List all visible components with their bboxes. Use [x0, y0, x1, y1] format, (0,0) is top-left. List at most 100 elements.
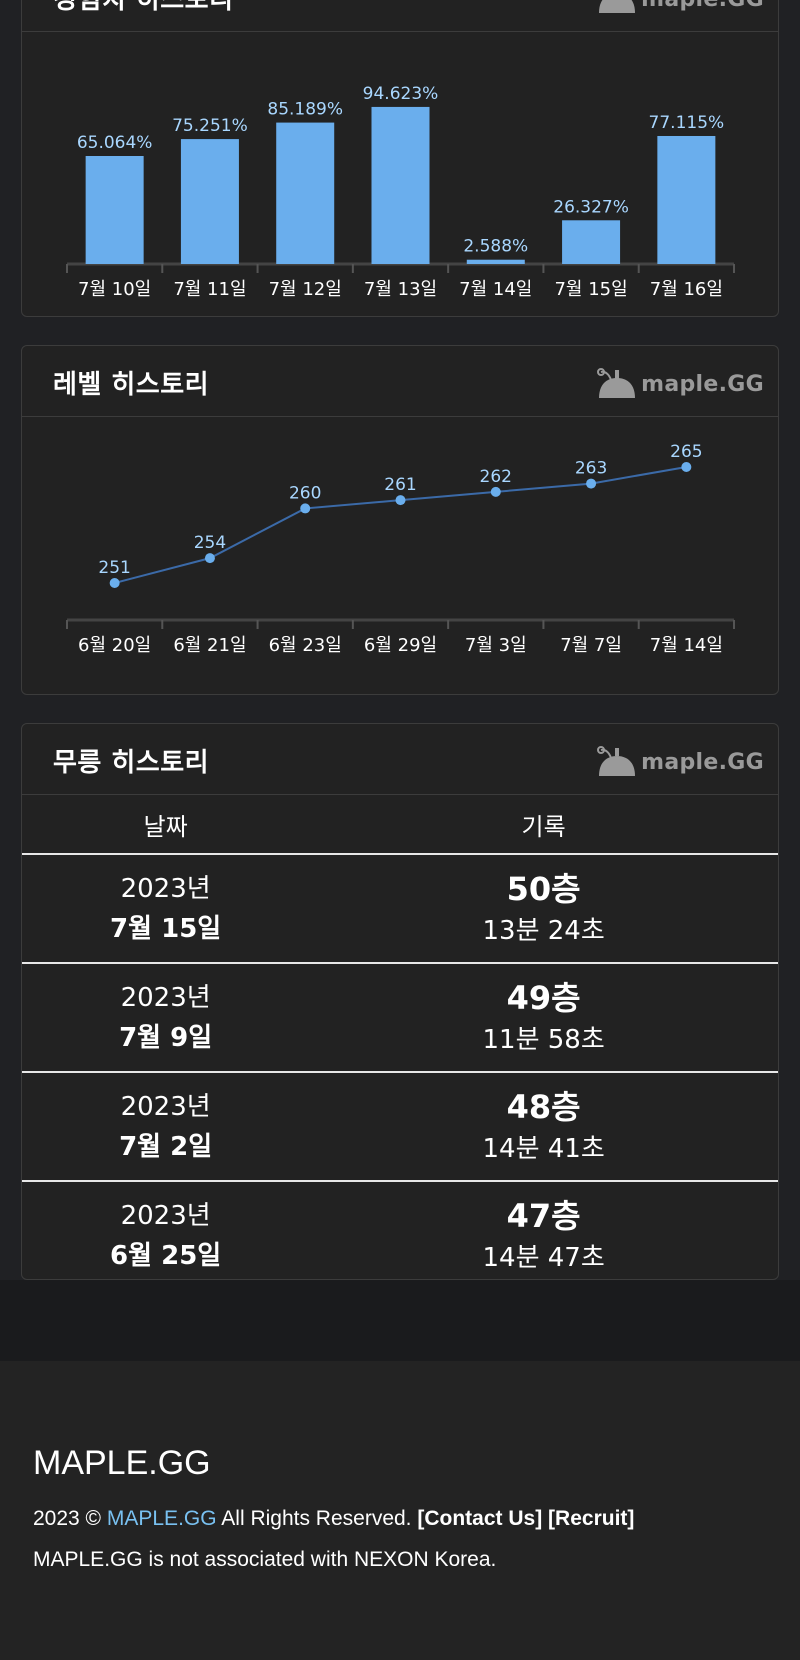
page-bottom-band: [0, 1280, 800, 1361]
exp-bar: [276, 122, 335, 264]
exp-bar: [657, 135, 716, 264]
record-floor: 47층: [506, 1196, 581, 1235]
date-day: 6월 25일: [110, 1240, 222, 1271]
floor-history-title: 무릉 히스토리: [53, 748, 210, 778]
record-time: 13분 24초: [482, 915, 605, 946]
footer-copyright: 2023 © MAPLE.GG All Rights Reserved. [Co…: [33, 1507, 634, 1531]
x-tick-label: 7월 15일: [554, 279, 627, 300]
record-cell: 49층 11분 58초: [309, 963, 778, 1073]
level-point-label: 262: [480, 467, 512, 487]
level-point-label: 265: [670, 442, 702, 462]
level-point-label: 251: [98, 558, 130, 578]
record-time: 11분 58초: [482, 1024, 605, 1055]
date-year: 2023년: [120, 1200, 211, 1231]
site-footer: MAPLE.GG 2023 © MAPLE.GG All Rights Rese…: [0, 1361, 800, 1660]
record-cell: 48층 14분 41초: [309, 1072, 778, 1182]
level-point: [586, 478, 597, 489]
exp-bar: [371, 106, 430, 265]
level-line-chart: 6월 20일 6월 21일 6월 23일 6월 29일 7월 3일 7월 7일 7월 14일…: [66, 442, 735, 656]
date-year: 2023년: [120, 1091, 211, 1122]
x-tick-label: 7월 16일: [650, 279, 723, 300]
x-tick-label: 7월 14일: [459, 279, 532, 300]
x-tick-label: 7월 11일: [173, 279, 246, 300]
level-point-label: 260: [289, 483, 321, 503]
date-day: 7월 15일: [110, 913, 222, 944]
record-time: 14분 41초: [482, 1133, 605, 1164]
record-time: 14분 47초: [482, 1242, 605, 1273]
level-point: [109, 578, 120, 588]
exp-bar-value-label: 77.115%: [649, 113, 725, 133]
table-row: 2023년 7월 2일 48층 14분 41초: [22, 1072, 778, 1182]
date-year: 2023년: [120, 873, 211, 904]
date-cell: 2023년 7월 15일: [22, 854, 310, 964]
x-tick-label: 6월 20일: [78, 635, 151, 656]
column-header-record: 기록: [309, 795, 778, 855]
level-history-title: 레벨 히스토리: [53, 370, 210, 400]
maple-gg-logo-text: maple.GG: [641, 0, 764, 12]
level-point: [681, 462, 692, 472]
maple-gg-link[interactable]: MAPLE.GG: [106, 1507, 217, 1530]
exp-bar-value-label: 2.588%: [463, 237, 528, 257]
level-point-label: 261: [384, 475, 416, 495]
x-tick-label: 7월 10일: [78, 279, 151, 300]
exp-bar-value-label: 94.623%: [363, 84, 439, 104]
level-history-header: 레벨 히스토리 maple.GG: [22, 346, 778, 417]
level-history-card: 레벨 히스토리 maple.GG 6월 20일 6월 21일 6월 23일 6월 29…: [21, 345, 779, 695]
record-cell: 50층 13분 24초: [309, 854, 778, 964]
level-point: [395, 495, 406, 506]
exp-bar-value-label: 65.064%: [77, 133, 153, 153]
x-tick-label: 7월 14일: [650, 635, 723, 656]
mushroom-icon: [597, 746, 636, 776]
record-cell: 47층 14분 47초: [309, 1181, 778, 1279]
column-header-date: 날짜: [22, 795, 310, 855]
table-row: 2023년 7월 9일 49층 11분 58초: [22, 963, 778, 1073]
floor-history-table: 날짜 기록 2023년 7월 15일 50층 13분 24초 2023년 7월 …: [22, 795, 778, 1279]
exp-bar: [180, 139, 239, 264]
date-year: 2023년: [120, 982, 211, 1013]
copyright-suffix: All Rights Reserved.: [221, 1507, 412, 1530]
level-point: [300, 503, 311, 514]
x-tick-label: 7월 7일: [560, 635, 622, 656]
exp-bar: [562, 220, 621, 264]
date-cell: 2023년 7월 9일: [22, 963, 310, 1073]
table-row: 2023년 6월 25일 47층 14분 47초: [22, 1181, 778, 1279]
level-point-label: 254: [194, 533, 226, 553]
contact-us-link[interactable]: [Contact Us]: [417, 1507, 543, 1530]
record-floor: 50층: [506, 869, 581, 908]
date-cell: 2023년 7월 2일: [22, 1072, 310, 1182]
exp-bar-value-label: 26.327%: [553, 197, 629, 217]
floor-history-card: 무릉 히스토리 maple.GG 날짜 기록 2023년 7월 15일: [21, 723, 779, 1280]
floor-history-header: 무릉 히스토리 maple.GG: [22, 724, 778, 795]
exp-bar-value-label: 75.251%: [172, 116, 248, 136]
table-row: 2023년 7월 15일 50층 13분 24초: [22, 854, 778, 964]
x-tick-label: 6월 29일: [364, 635, 437, 656]
x-tick-label: 6월 23일: [269, 635, 342, 656]
maple-gg-logo: maple.GG: [595, 0, 764, 17]
footer-brand: MAPLE.GG: [33, 1444, 211, 1482]
date-day: 7월 2일: [119, 1131, 213, 1162]
footer-disclaimer: MAPLE.GG is not associated with NEXON Ko…: [33, 1548, 497, 1571]
x-tick-label: 7월 13일: [364, 279, 437, 300]
level-point: [490, 486, 501, 497]
exp-bar-chart: 7월 10일 7월 11일 7월 12일 7월 13일 7월 14일 7월 15일 7월 1…: [66, 84, 735, 300]
exp-history-header: 경험치 히스토리 maple.GG: [22, 0, 778, 32]
recruit-link[interactable]: [Recruit]: [548, 1507, 635, 1530]
maple-gg-logo: maple.GG: [595, 366, 764, 402]
mushroom-icon: [599, 0, 636, 13]
mushroom-icon: [597, 368, 636, 398]
x-tick-label: 7월 12일: [269, 279, 342, 300]
maple-gg-logo-text: maple.GG: [641, 749, 764, 775]
level-point: [204, 553, 215, 564]
record-floor: 49층: [506, 978, 581, 1017]
exp-bar-value-label: 85.189%: [267, 100, 343, 120]
maple-gg-logo: maple.GG: [595, 744, 764, 780]
exp-history-title: 경험치 히스토리: [53, 0, 234, 15]
record-floor: 48층: [506, 1087, 581, 1126]
date-cell: 2023년 6월 25일: [22, 1181, 309, 1279]
date-day: 7월 9일: [119, 1022, 213, 1053]
copyright-prefix: 2023 ©: [33, 1507, 102, 1530]
table-header-row: 날짜 기록: [22, 795, 778, 855]
level-point-label: 263: [575, 459, 607, 479]
x-tick-label: 6월 21일: [173, 635, 246, 656]
